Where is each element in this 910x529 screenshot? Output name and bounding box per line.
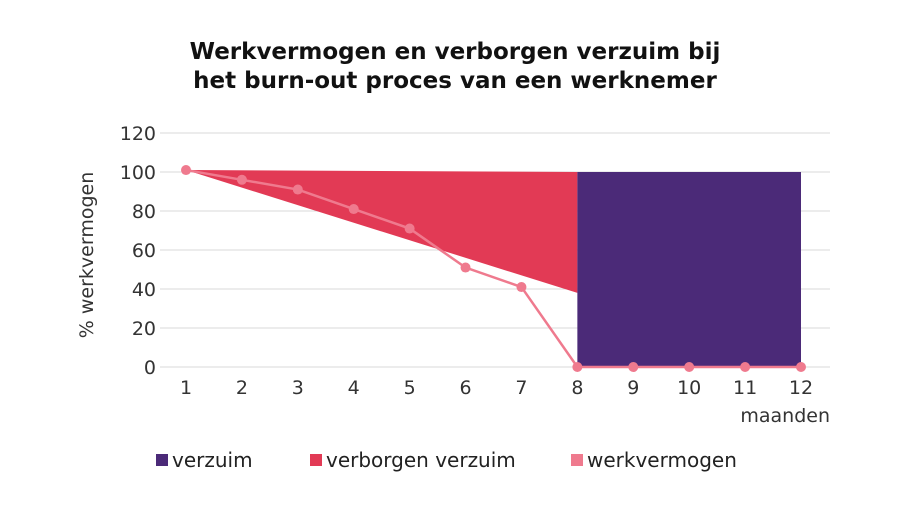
data-point-werkvermogen-8 xyxy=(572,362,583,372)
y-tick-label-20: 20 xyxy=(132,318,156,340)
legend-label-verborgen-verzuim: verborgen verzuim xyxy=(326,448,516,472)
x-tick-label-4: 4 xyxy=(348,377,360,399)
series-line-werkvermogen xyxy=(185,168,801,369)
x-tick-label-12: 12 xyxy=(789,377,813,399)
y-tick-label-40: 40 xyxy=(132,279,156,301)
legend-item-verzuim: verzuim xyxy=(156,448,253,472)
chart-title-line-2: het burn-out proces van een werknemer xyxy=(193,68,717,94)
area-verborgen-verzuim xyxy=(186,170,578,293)
data-point-werkvermogen-6 xyxy=(460,262,471,273)
legend-swatch-verzuim xyxy=(156,454,168,466)
x-tick-label-8: 8 xyxy=(571,377,583,399)
y-tick-label-60: 60 xyxy=(132,240,156,262)
data-point-werkvermogen-10 xyxy=(684,362,695,372)
data-point-werkvermogen-4 xyxy=(348,204,359,215)
data-point-werkvermogen-12 xyxy=(796,362,806,372)
data-point-werkvermogen-7 xyxy=(516,282,527,293)
data-point-werkvermogen-11 xyxy=(740,362,751,372)
legend-label-verzuim: verzuim xyxy=(172,448,253,472)
y-tick-label-120: 120 xyxy=(120,123,156,145)
legend-item-verborgen-verzuim: verborgen verzuim xyxy=(310,448,516,472)
y-tick-label-80: 80 xyxy=(132,201,156,223)
y-axis-label: % werkvermogen xyxy=(76,172,98,338)
chart-title: Werkvermogen en verborgen verzuim bij he… xyxy=(0,38,910,96)
x-tick-label-2: 2 xyxy=(236,377,248,399)
legend-swatch-werkvermogen xyxy=(571,454,583,466)
y-tick-label-100: 100 xyxy=(120,162,156,184)
x-tick-label-6: 6 xyxy=(459,377,471,399)
x-tick-label-10: 10 xyxy=(677,377,701,399)
x-tick-label-7: 7 xyxy=(515,377,527,399)
legend: verzuim verborgen verzuim werkvermogen xyxy=(0,448,910,478)
data-point-werkvermogen-2 xyxy=(236,174,247,185)
x-tick-label-5: 5 xyxy=(404,377,416,399)
data-point-werkvermogen-3 xyxy=(292,184,303,195)
data-point-werkvermogen-5 xyxy=(404,223,415,234)
x-tick-label-3: 3 xyxy=(292,377,304,399)
y-tick-label-0: 0 xyxy=(144,357,156,379)
x-tick-label-9: 9 xyxy=(627,377,639,399)
x-tick-label-11: 11 xyxy=(733,377,757,399)
chart-title-line-1: Werkvermogen en verborgen verzuim bij xyxy=(189,39,721,65)
legend-swatch-verborgen-verzuim xyxy=(310,454,322,466)
legend-item-werkvermogen: werkvermogen xyxy=(571,448,737,472)
x-tick-label-1: 1 xyxy=(180,377,192,399)
area-verzuim xyxy=(577,172,801,367)
x-axis-label: maanden xyxy=(740,405,830,427)
data-point-werkvermogen-9 xyxy=(628,362,639,372)
legend-label-werkvermogen: werkvermogen xyxy=(587,448,737,472)
data-point-werkvermogen-1 xyxy=(181,165,191,176)
